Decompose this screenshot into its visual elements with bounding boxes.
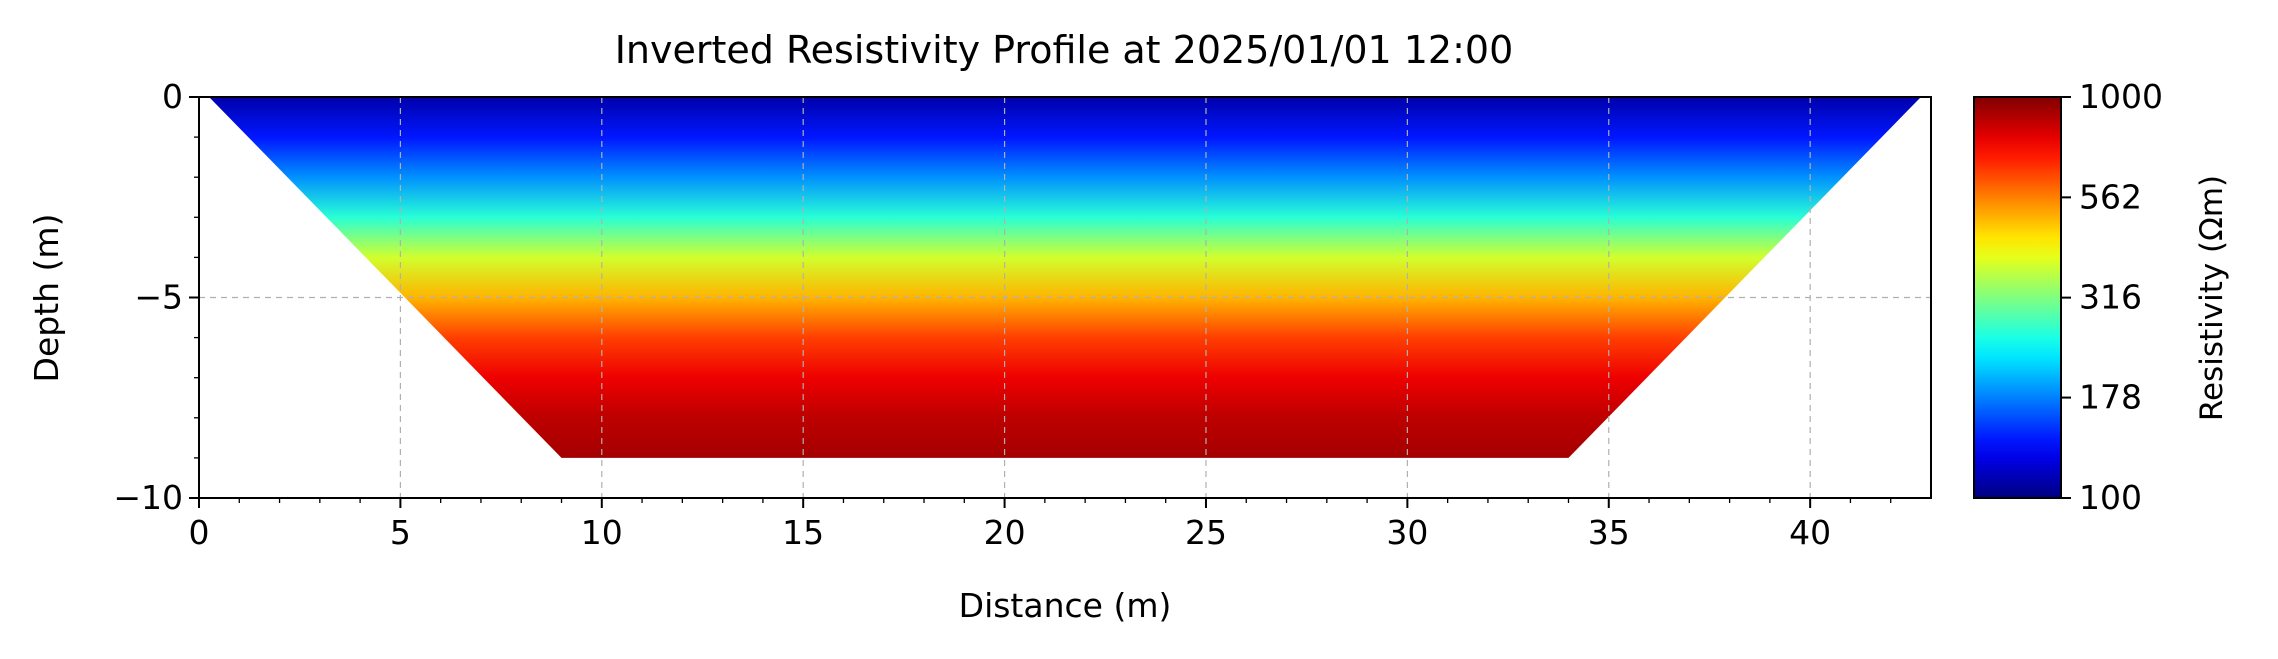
resistivity-profile <box>209 97 1921 458</box>
y-axis-label: Depth (m) <box>27 214 66 383</box>
y-axis-ticks: 0 −5 −10 <box>113 77 199 517</box>
chart-title: Inverted Resistivity Profile at 2025/01/… <box>615 28 1514 72</box>
colorbar-gradient <box>1973 96 2062 499</box>
x-tick-label: 10 <box>581 513 623 552</box>
x-axis-ticks: 0 5 10 15 20 25 30 35 40 <box>189 498 1892 552</box>
x-tick-label: 0 <box>189 513 210 552</box>
x-tick-label: 5 <box>390 513 411 552</box>
colorbar-tick-label: 1000 <box>2079 77 2163 116</box>
y-tick-label: 0 <box>162 77 183 116</box>
x-tick-label: 30 <box>1386 513 1428 552</box>
colorbar-label: Resistivity (Ωm) <box>2194 175 2230 421</box>
x-tick-label: 40 <box>1789 513 1831 552</box>
x-tick-label: 15 <box>782 513 824 552</box>
colorbar-tick-label: 316 <box>2079 278 2142 317</box>
x-tick-label: 25 <box>1185 513 1227 552</box>
x-tick-label: 35 <box>1588 513 1630 552</box>
colorbar-tick-label: 100 <box>2079 478 2142 517</box>
y-tick-label: −5 <box>134 278 183 317</box>
x-axis-label: Distance (m) <box>959 586 1172 625</box>
y-tick-label: −10 <box>113 478 183 517</box>
colorbar-tick-label: 562 <box>2079 177 2142 216</box>
colorbar-tick-label: 178 <box>2079 378 2142 417</box>
grid-lines <box>199 97 1931 498</box>
colorbar-ticks: 100 178 316 562 1000 <box>2061 77 2163 517</box>
x-tick-label: 20 <box>984 513 1026 552</box>
plot-area: 0 5 10 15 20 25 30 35 40 0 −5 −10 <box>113 77 1932 552</box>
colorbar: 100 178 316 562 1000 Resistivity (Ωm) <box>1973 77 2230 517</box>
